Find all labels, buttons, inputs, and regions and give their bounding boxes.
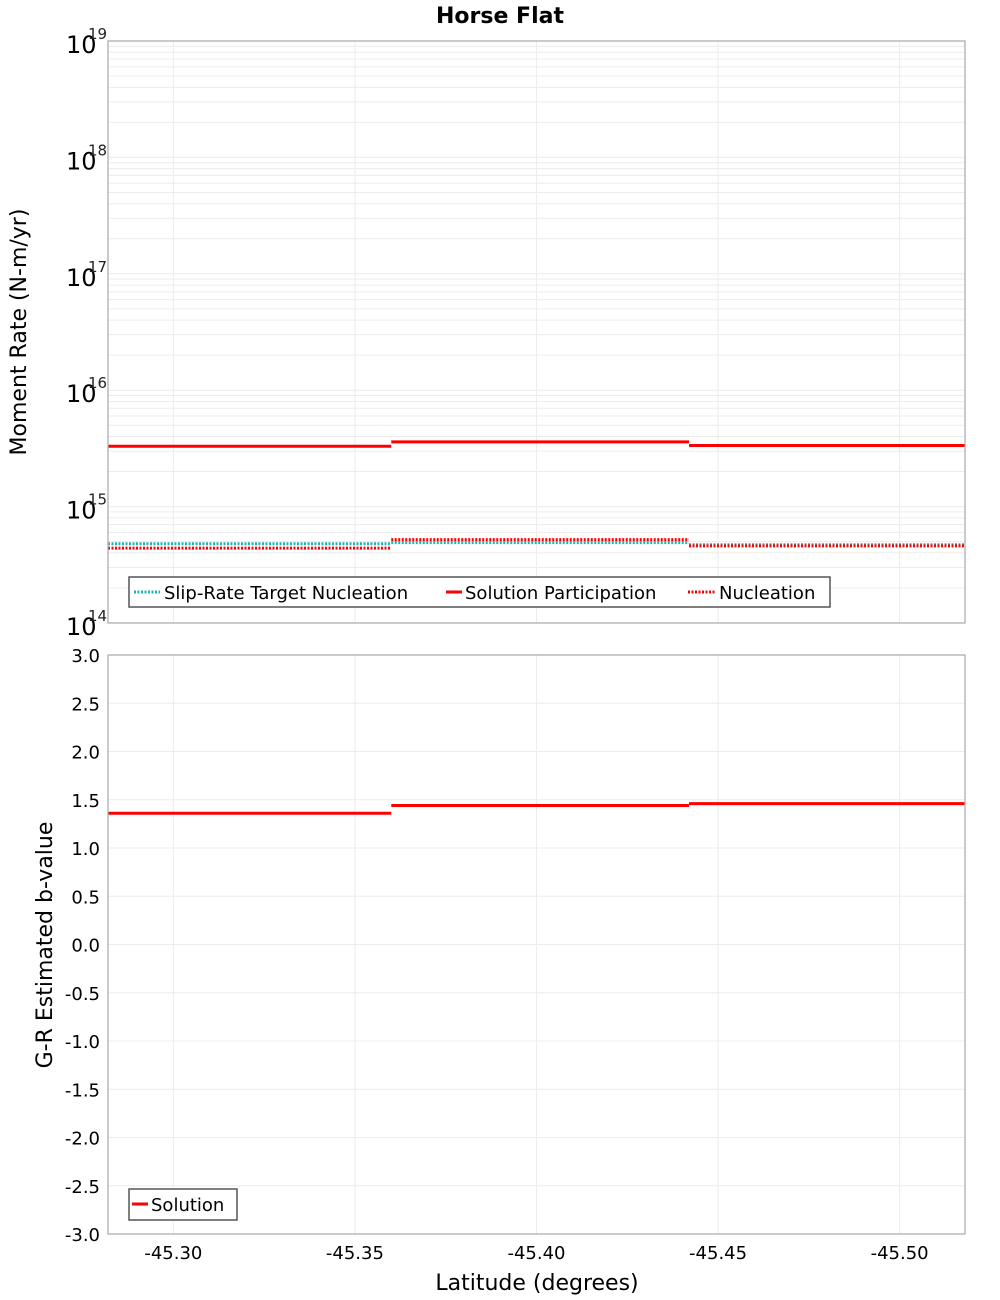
x-tick-label: -45.40	[507, 1243, 565, 1264]
y-tick-label: -2.0	[65, 1129, 100, 1150]
x-axis-label: Latitude (degrees)	[435, 1271, 638, 1296]
y-tick-label: 3.0	[71, 646, 100, 667]
legend-label-slip-rate: Slip-Rate Target Nucleation	[164, 583, 408, 604]
y-tick-label: 10	[66, 613, 97, 641]
y-tick-label: -3.0	[65, 1225, 100, 1246]
y-tick-label: 10	[66, 31, 97, 59]
bottom-gridlines	[108, 654, 965, 1235]
y-tick-label: 0.0	[71, 936, 100, 957]
x-tick-labels: -45.30 -45.35 -45.40 -45.45 -45.50	[144, 1243, 928, 1264]
top-y-axis-label: Moment Rate (N-m/yr)	[7, 209, 32, 456]
y-tick-label: 10	[66, 264, 97, 292]
y-tick-exponent: 14	[88, 607, 107, 625]
x-tick-label: -45.50	[871, 1243, 929, 1264]
legend-label-nucleation: Nucleation	[719, 583, 815, 604]
x-tick-label: -45.45	[689, 1243, 747, 1264]
bottom-series	[108, 802, 965, 815]
y-tick-label: -2.5	[65, 1177, 100, 1198]
y-tick-exponent: 18	[88, 141, 107, 159]
y-tick-label: 0.5	[71, 887, 100, 908]
y-tick-label: -0.5	[65, 984, 100, 1005]
chart-title: Horse Flat	[436, 4, 564, 29]
y-tick-label: 1.5	[71, 791, 100, 812]
y-tick-label: 2.5	[71, 694, 100, 715]
y-tick-exponent: 16	[88, 374, 107, 392]
bottom-legend: Solution	[128, 1188, 238, 1221]
top-gridlines	[108, 41, 965, 624]
y-tick-exponent: 19	[88, 25, 107, 43]
y-tick-label: 10	[66, 497, 97, 525]
bottom-y-tick-labels: 3.0 2.5 2.0 1.5 1.0 0.5 0.0 -0.5 -1.0 -1.5 -2.0 -2.…	[65, 646, 100, 1246]
y-tick-label: 10	[66, 380, 97, 408]
top-plot-frame	[107, 40, 966, 624]
y-tick-label: 10	[66, 147, 97, 175]
top-legend: Slip-Rate Target Nucleation Solution Par…	[128, 576, 831, 608]
y-tick-exponent: 17	[88, 258, 107, 276]
legend-label-solution-participation: Solution Participation	[465, 583, 656, 604]
b-value-panel: 3.0 2.5 2.0 1.5 1.0 0.5 0.0 -0.5 -1.0 -1.5 -2.0 -2.…	[33, 646, 966, 1296]
legend-label-solution: Solution	[151, 1195, 224, 1216]
y-tick-exponent: 15	[88, 491, 107, 509]
y-tick-label: -1.5	[65, 1080, 100, 1101]
x-tick-label: -45.35	[326, 1243, 384, 1264]
top-series	[108, 440, 965, 550]
y-tick-label: -1.0	[65, 1032, 100, 1053]
y-tick-label: 2.0	[71, 743, 100, 764]
y-tick-label: 1.0	[71, 839, 100, 860]
x-tick-label: -45.30	[144, 1243, 202, 1264]
bottom-plot-frame	[107, 654, 966, 1235]
bottom-y-axis-label: G-R Estimated b-value	[33, 822, 58, 1069]
